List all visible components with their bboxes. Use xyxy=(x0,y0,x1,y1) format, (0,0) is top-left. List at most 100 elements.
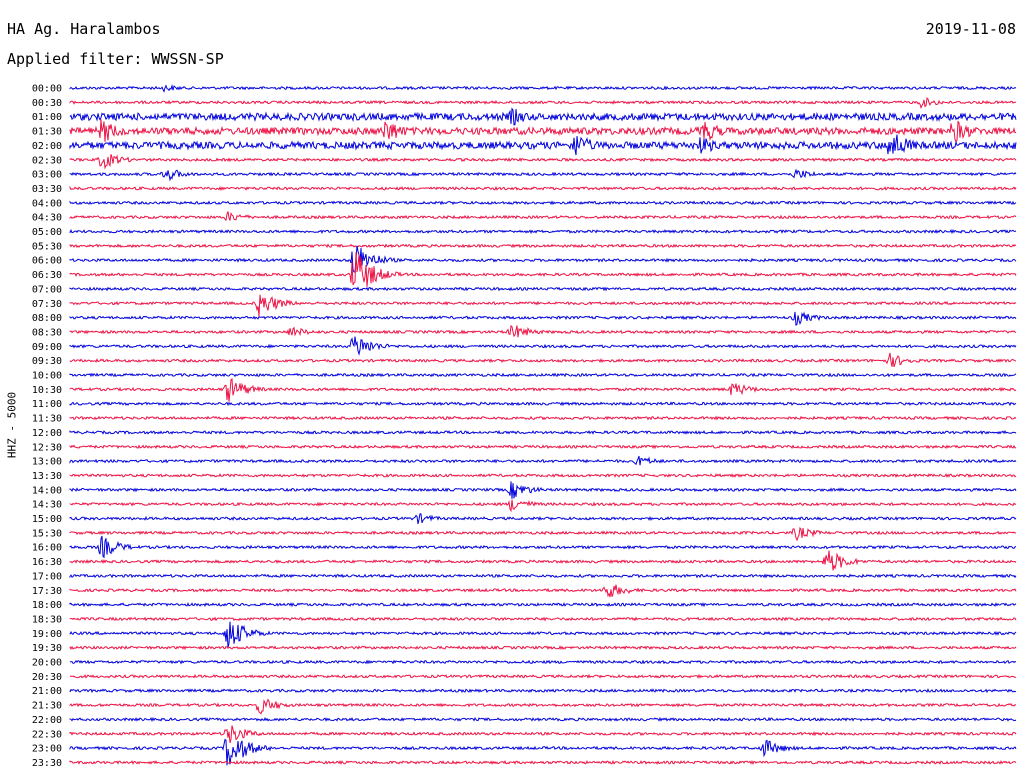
trace-line xyxy=(69,526,1017,542)
trace-label: 11:30 xyxy=(32,414,62,425)
trace-line xyxy=(69,513,1017,525)
trace-line xyxy=(69,550,1017,571)
trace-label: 22:30 xyxy=(32,729,62,740)
trace-line xyxy=(69,154,1017,170)
trace-line xyxy=(69,616,1017,622)
trace-label: 01:00 xyxy=(32,112,62,123)
trace-label: 21:00 xyxy=(32,686,62,697)
trace-label: 03:30 xyxy=(32,184,62,195)
trace-label: 14:30 xyxy=(32,500,62,511)
filter-label: Applied filter: WWSSN-SP xyxy=(7,50,224,68)
trace-line xyxy=(69,645,1017,651)
trace-line xyxy=(69,324,1016,338)
trace-line xyxy=(69,97,1017,109)
trace-label: 00:30 xyxy=(32,98,62,109)
trace-line xyxy=(69,243,1017,249)
trace-label: 08:30 xyxy=(32,327,62,338)
trace-line xyxy=(69,200,1017,206)
trace-line xyxy=(69,107,1017,126)
trace-label: 12:00 xyxy=(32,428,62,439)
trace-label: 13:00 xyxy=(32,457,62,468)
trace-label: 02:00 xyxy=(32,141,62,152)
trace-label: 19:30 xyxy=(32,643,62,654)
trace-label: 06:00 xyxy=(32,256,62,267)
trace-line xyxy=(69,401,1017,407)
trace-line xyxy=(69,372,1017,378)
trace-line xyxy=(69,725,1017,744)
trace-label: 06:30 xyxy=(32,270,62,281)
trace-label: 20:00 xyxy=(32,658,62,669)
trace-line xyxy=(69,83,1017,93)
trace-line xyxy=(69,286,1017,292)
trace-line xyxy=(69,584,1017,598)
trace-line xyxy=(69,621,1017,648)
trace-line xyxy=(69,134,1017,156)
trace-line xyxy=(69,211,1017,222)
trace-label: 07:00 xyxy=(32,284,62,295)
trace-label: 14:00 xyxy=(32,485,62,496)
trace-label: 11:00 xyxy=(32,399,62,410)
trace-label: 10:30 xyxy=(32,385,62,396)
trace-label: 15:30 xyxy=(32,528,62,539)
trace-line xyxy=(69,455,1017,466)
trace-label: 09:30 xyxy=(32,356,62,367)
trace-label: 00:00 xyxy=(32,84,62,95)
trace-label: 05:30 xyxy=(32,241,62,252)
trace-label: 12:30 xyxy=(32,442,62,453)
trace-line xyxy=(69,311,1017,327)
trace-line xyxy=(69,429,1017,435)
trace-line xyxy=(69,659,1017,665)
trace-line xyxy=(69,168,1017,182)
trace-line xyxy=(69,352,1017,368)
trace-label: 01:30 xyxy=(32,127,62,138)
trace-label: 07:30 xyxy=(32,299,62,310)
trace-line xyxy=(69,415,1017,421)
trace-line xyxy=(69,499,1017,513)
trace-line xyxy=(69,444,1017,450)
trace-line xyxy=(69,473,1017,478)
trace-line xyxy=(69,185,1017,191)
trace-line xyxy=(69,673,1017,679)
trace-line xyxy=(69,245,1017,273)
trace-label: 08:00 xyxy=(32,313,62,324)
trace-label: 15:00 xyxy=(32,514,62,525)
trace-label: 16:30 xyxy=(32,557,62,568)
trace-line xyxy=(69,698,1017,715)
trace-line xyxy=(69,535,1017,559)
trace-label: 03:00 xyxy=(32,170,62,181)
trace-line xyxy=(69,228,1017,235)
trace-label: 04:30 xyxy=(32,213,62,224)
trace-label: 02:30 xyxy=(32,155,62,166)
trace-label: 05:00 xyxy=(32,227,62,238)
trace-label: 09:00 xyxy=(32,342,62,353)
trace-line xyxy=(69,294,1017,317)
trace-line xyxy=(69,602,1017,608)
station-title: HA Ag. Haralambos xyxy=(7,20,161,38)
trace-label: 19:00 xyxy=(32,629,62,640)
trace-line xyxy=(69,759,1017,766)
trace-label: 17:30 xyxy=(32,586,62,597)
trace-line xyxy=(69,336,1017,356)
trace-line xyxy=(69,738,1017,766)
trace-line xyxy=(69,716,1017,723)
trace-label: 23:00 xyxy=(32,744,62,755)
trace-label: 23:30 xyxy=(32,758,62,769)
trace-line xyxy=(69,378,1017,402)
trace-label: 21:30 xyxy=(32,701,62,712)
trace-label: 10:00 xyxy=(32,371,62,382)
trace-line xyxy=(69,252,1017,287)
date-label: 2019-11-08 xyxy=(925,20,1016,38)
trace-label: 13:30 xyxy=(32,471,62,482)
trace-label: 20:30 xyxy=(32,672,62,683)
trace-line xyxy=(69,573,1017,579)
trace-label: 18:00 xyxy=(32,600,62,611)
trace-label: 16:00 xyxy=(32,543,62,554)
trace-line xyxy=(69,481,1017,499)
trace-label: 04:00 xyxy=(32,198,62,209)
trace-label: 22:00 xyxy=(32,715,62,726)
trace-line xyxy=(69,119,1017,143)
trace-label: 17:00 xyxy=(32,571,62,582)
trace-label: 18:30 xyxy=(32,614,62,625)
trace-line xyxy=(69,688,1017,694)
